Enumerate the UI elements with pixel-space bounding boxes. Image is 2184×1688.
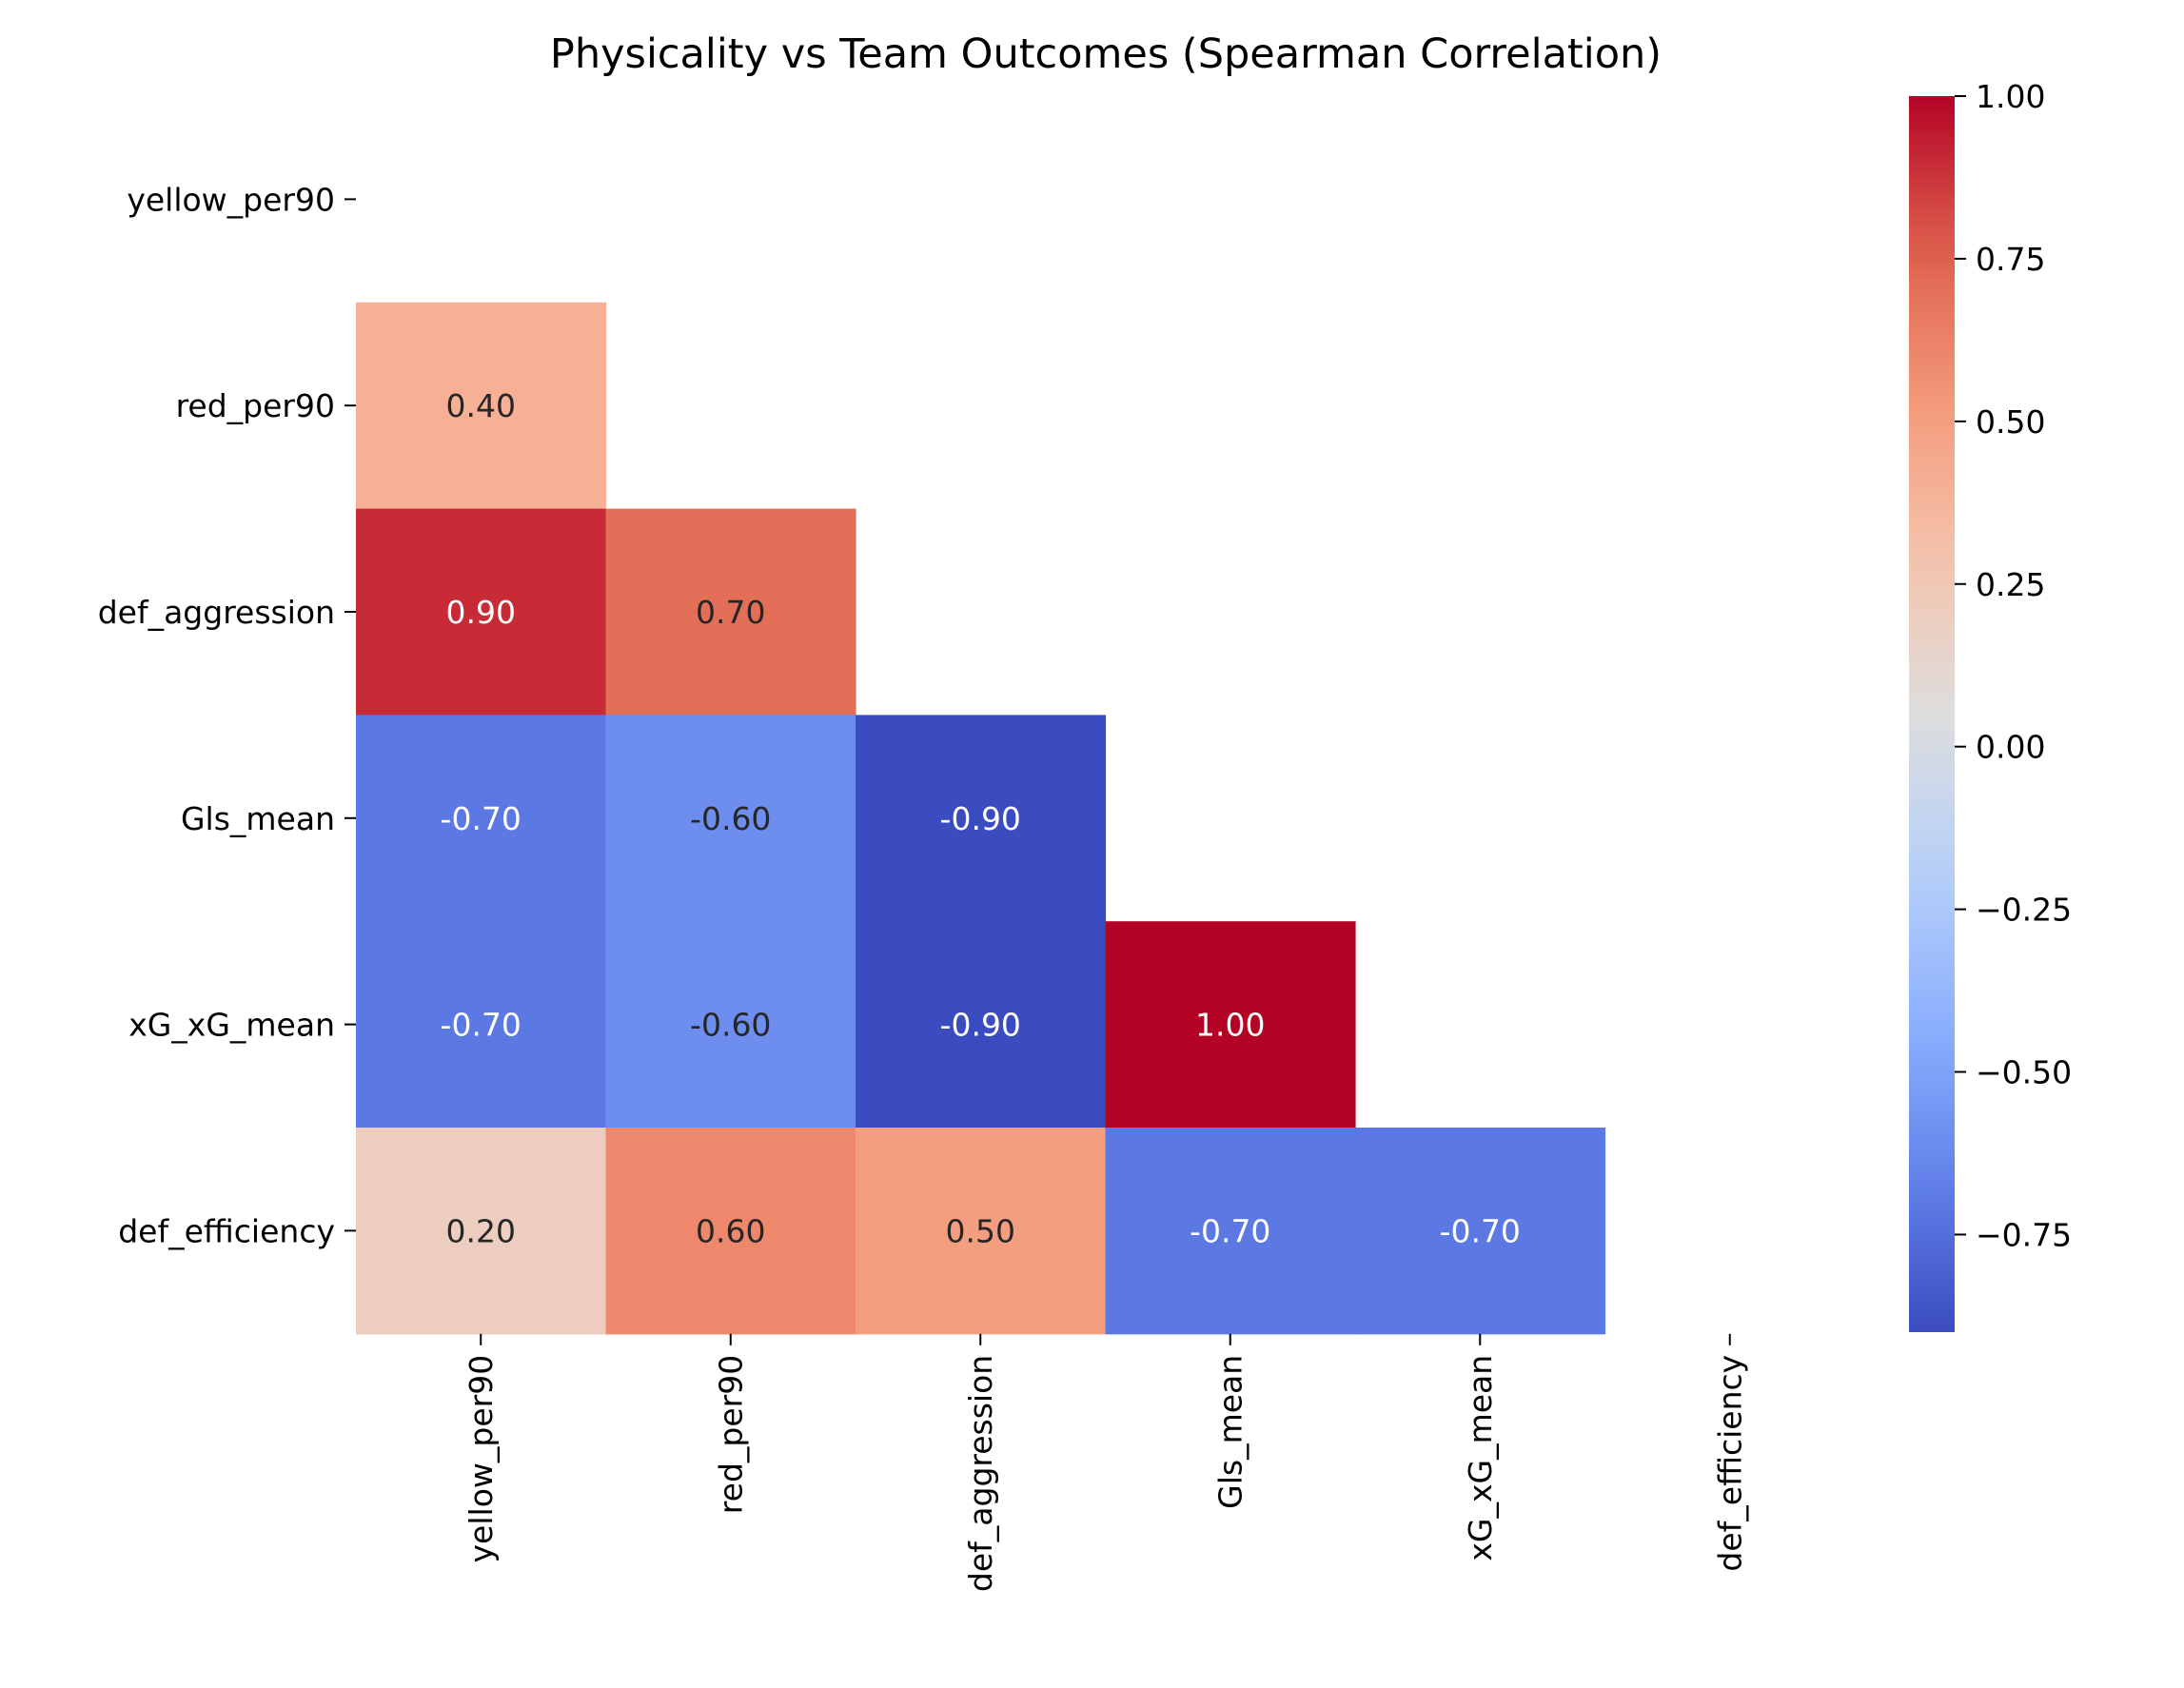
colorbar-tick-label: 0.00	[1976, 729, 2045, 766]
y-tick-label: red_per90	[176, 387, 335, 424]
x-tick-label: def_aggression	[962, 1355, 999, 1592]
heatmap-cell	[856, 921, 1107, 1129]
heatmap-cell	[356, 715, 607, 922]
heatmap-cell	[856, 1128, 1107, 1335]
heatmap-cell	[356, 302, 607, 510]
x-axis: yellow_per90 red_per90 def_aggression Gls_m…	[462, 1333, 1749, 1592]
cell-value-label: -0.90	[940, 1007, 1021, 1044]
cell-value-label: -0.70	[441, 1007, 521, 1044]
colorbar-tick-label: −0.25	[1976, 892, 2072, 929]
colorbar-tick-label: 0.25	[1976, 566, 2045, 603]
cell-value-label: 0.40	[446, 387, 516, 424]
colorbar-tick-label: −0.50	[1976, 1054, 2072, 1091]
colorbar: 1.00 0.75 0.50 0.25 0.00 −0.25 −0.50 −0.75	[1909, 78, 2072, 1332]
x-tick-label: xG_xG_mean	[1462, 1355, 1499, 1561]
y-axis: yellow_per90 red_per90 def_aggression Gls_m…	[98, 181, 356, 1249]
heatmap-cell	[605, 921, 856, 1129]
y-tick-label: xG_xG_mean	[128, 1007, 335, 1044]
cell-value-label: -0.90	[940, 800, 1021, 837]
x-tick-label: yellow_per90	[462, 1355, 500, 1563]
heatmap-cell	[605, 508, 856, 716]
heatmap-cell	[1105, 1128, 1356, 1335]
y-tick-label: def_efficiency	[118, 1212, 335, 1249]
cell-value-label: 0.50	[946, 1212, 1015, 1249]
heatmap-cells	[356, 302, 1606, 1335]
heatmap-cell	[605, 715, 856, 922]
cell-value-label: -0.70	[441, 800, 521, 837]
y-tick-label: Gls_mean	[181, 800, 335, 837]
cell-value-label: 0.90	[446, 594, 516, 631]
cell-value-label: -0.70	[1440, 1212, 1521, 1249]
y-tick-label: yellow_per90	[127, 181, 335, 218]
heatmap-cell	[356, 508, 607, 716]
y-tick-label: def_aggression	[98, 594, 335, 631]
cell-value-label: 0.60	[696, 1212, 765, 1249]
heatmap-cell	[856, 715, 1107, 922]
x-tick-label: Gls_mean	[1212, 1355, 1249, 1509]
x-tick-label: def_efficiency	[1712, 1355, 1749, 1572]
cell-value-label: -0.60	[690, 800, 771, 837]
cell-value-label: 0.20	[446, 1212, 516, 1249]
cell-value-label: 0.70	[696, 594, 765, 631]
colorbar-gradient	[1909, 96, 1955, 1332]
cell-value-label: -0.70	[1190, 1212, 1270, 1249]
heatmap-cell	[1355, 1128, 1606, 1335]
heatmap-cell-labels: 0.40 0.90 0.70 -0.70 -0.60 -0.90 -0.70 -0.60 -0.…	[441, 387, 1521, 1249]
colorbar-tick-label: 0.75	[1976, 241, 2045, 278]
heatmap-cell	[356, 921, 607, 1129]
cell-value-label: -0.60	[690, 1007, 771, 1044]
heatmap-cell	[356, 1128, 607, 1335]
cell-value-label: 1.00	[1195, 1007, 1265, 1044]
heatmap-cell	[605, 1128, 856, 1335]
heatmap-cell	[1105, 921, 1356, 1129]
colorbar-tick-label: −0.75	[1976, 1216, 2072, 1253]
chart-title: Physicality vs Team Outcomes (Spearman C…	[550, 30, 1662, 78]
x-tick-label: red_per90	[713, 1355, 750, 1514]
colorbar-tick-label: 1.00	[1976, 78, 2045, 115]
colorbar-tick-label: 0.50	[1976, 403, 2045, 441]
